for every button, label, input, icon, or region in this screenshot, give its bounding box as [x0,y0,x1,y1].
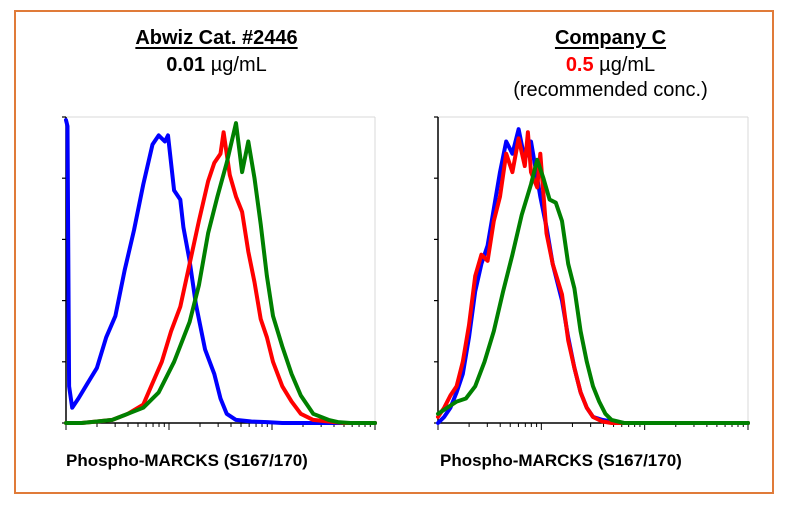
figure-frame [14,10,774,494]
concentration-unit-right: µg/mL [593,54,656,76]
x-axis-label-right: Phospho-MARCKS (S167/170) [440,451,682,470]
panel-title-right: Company C [554,27,667,49]
panel-title-left: Abwiz Cat. #2446 [135,27,298,49]
series-line-left-0 [64,118,377,425]
panel-concentration-left: 0.01 µg/mL [63,54,370,77]
concentration-value-left: 0.01 [166,54,206,76]
x-axis-label-left: Phospho-MARCKS (S167/170) [66,451,308,470]
recommended-note: (recommended conc.) [513,79,708,101]
panel-header-right: Company C 0.5 µg/mL (recommended conc.) [437,27,784,102]
series-line-left-1 [64,130,377,425]
series-line-right-2 [436,157,750,425]
concentration-unit-left: µg/mL [205,54,267,76]
series-line-left-2 [64,121,377,425]
concentration-value-right: 0.5 [565,54,594,76]
series-line-right-1 [436,130,750,425]
panel-header-left: Abwiz Cat. #2446 0.01 µg/mL [63,27,370,77]
panel-concentration-right: 0.5 µg/mL [437,54,784,77]
